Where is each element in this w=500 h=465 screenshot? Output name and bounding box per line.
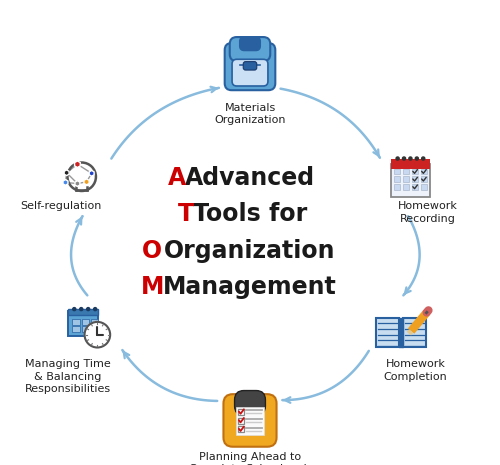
FancyBboxPatch shape — [412, 169, 418, 174]
FancyBboxPatch shape — [230, 37, 270, 61]
Circle shape — [402, 157, 406, 160]
Text: M: M — [140, 275, 164, 299]
FancyBboxPatch shape — [403, 318, 426, 347]
FancyBboxPatch shape — [240, 37, 260, 51]
FancyBboxPatch shape — [420, 169, 427, 174]
Circle shape — [396, 157, 399, 160]
FancyBboxPatch shape — [394, 169, 400, 174]
Circle shape — [86, 307, 90, 311]
Text: Management: Management — [163, 275, 337, 299]
Circle shape — [94, 307, 96, 311]
FancyBboxPatch shape — [391, 164, 430, 197]
FancyBboxPatch shape — [90, 326, 98, 332]
FancyBboxPatch shape — [420, 184, 427, 190]
Polygon shape — [75, 181, 80, 186]
FancyBboxPatch shape — [238, 426, 244, 432]
Polygon shape — [84, 179, 89, 185]
Circle shape — [84, 322, 110, 347]
FancyBboxPatch shape — [391, 159, 430, 169]
Text: Planning Ahead to
Complete Schoolwork: Planning Ahead to Complete Schoolwork — [190, 452, 310, 465]
FancyBboxPatch shape — [412, 184, 418, 190]
Circle shape — [409, 157, 412, 160]
Text: Organization: Organization — [164, 239, 336, 263]
FancyBboxPatch shape — [224, 43, 276, 90]
Circle shape — [72, 307, 76, 311]
FancyBboxPatch shape — [238, 418, 244, 424]
Text: Advanced: Advanced — [185, 166, 315, 190]
FancyBboxPatch shape — [234, 391, 266, 415]
FancyBboxPatch shape — [82, 319, 88, 325]
Text: A: A — [168, 166, 186, 190]
FancyBboxPatch shape — [394, 176, 400, 182]
FancyBboxPatch shape — [68, 309, 98, 315]
FancyBboxPatch shape — [72, 319, 80, 325]
Circle shape — [416, 157, 418, 160]
Circle shape — [422, 157, 425, 160]
FancyBboxPatch shape — [376, 318, 400, 347]
FancyBboxPatch shape — [243, 62, 257, 70]
Text: T: T — [178, 202, 194, 226]
Text: Materials
Organization: Materials Organization — [214, 103, 286, 125]
FancyBboxPatch shape — [232, 60, 268, 86]
FancyBboxPatch shape — [238, 409, 244, 415]
Polygon shape — [74, 161, 80, 167]
Text: Self-regulation: Self-regulation — [20, 201, 102, 211]
Text: Homework
Recording: Homework Recording — [398, 201, 458, 224]
FancyBboxPatch shape — [394, 184, 400, 190]
FancyBboxPatch shape — [420, 176, 427, 182]
Text: Tools for: Tools for — [193, 202, 307, 226]
Text: O: O — [142, 239, 162, 263]
FancyBboxPatch shape — [403, 176, 409, 182]
Circle shape — [80, 307, 83, 311]
FancyBboxPatch shape — [82, 326, 88, 332]
FancyBboxPatch shape — [403, 184, 409, 190]
Polygon shape — [64, 170, 69, 176]
FancyBboxPatch shape — [68, 312, 98, 336]
Text: Managing Time
& Balancing
Responsibilities: Managing Time & Balancing Responsibiliti… — [24, 359, 110, 394]
Polygon shape — [89, 171, 94, 176]
FancyBboxPatch shape — [412, 176, 418, 182]
FancyBboxPatch shape — [403, 169, 409, 174]
Text: Homework
Completion: Homework Completion — [384, 359, 447, 382]
FancyBboxPatch shape — [224, 394, 276, 447]
Polygon shape — [63, 179, 68, 185]
FancyBboxPatch shape — [90, 319, 98, 325]
FancyBboxPatch shape — [72, 326, 80, 332]
FancyBboxPatch shape — [236, 407, 264, 435]
